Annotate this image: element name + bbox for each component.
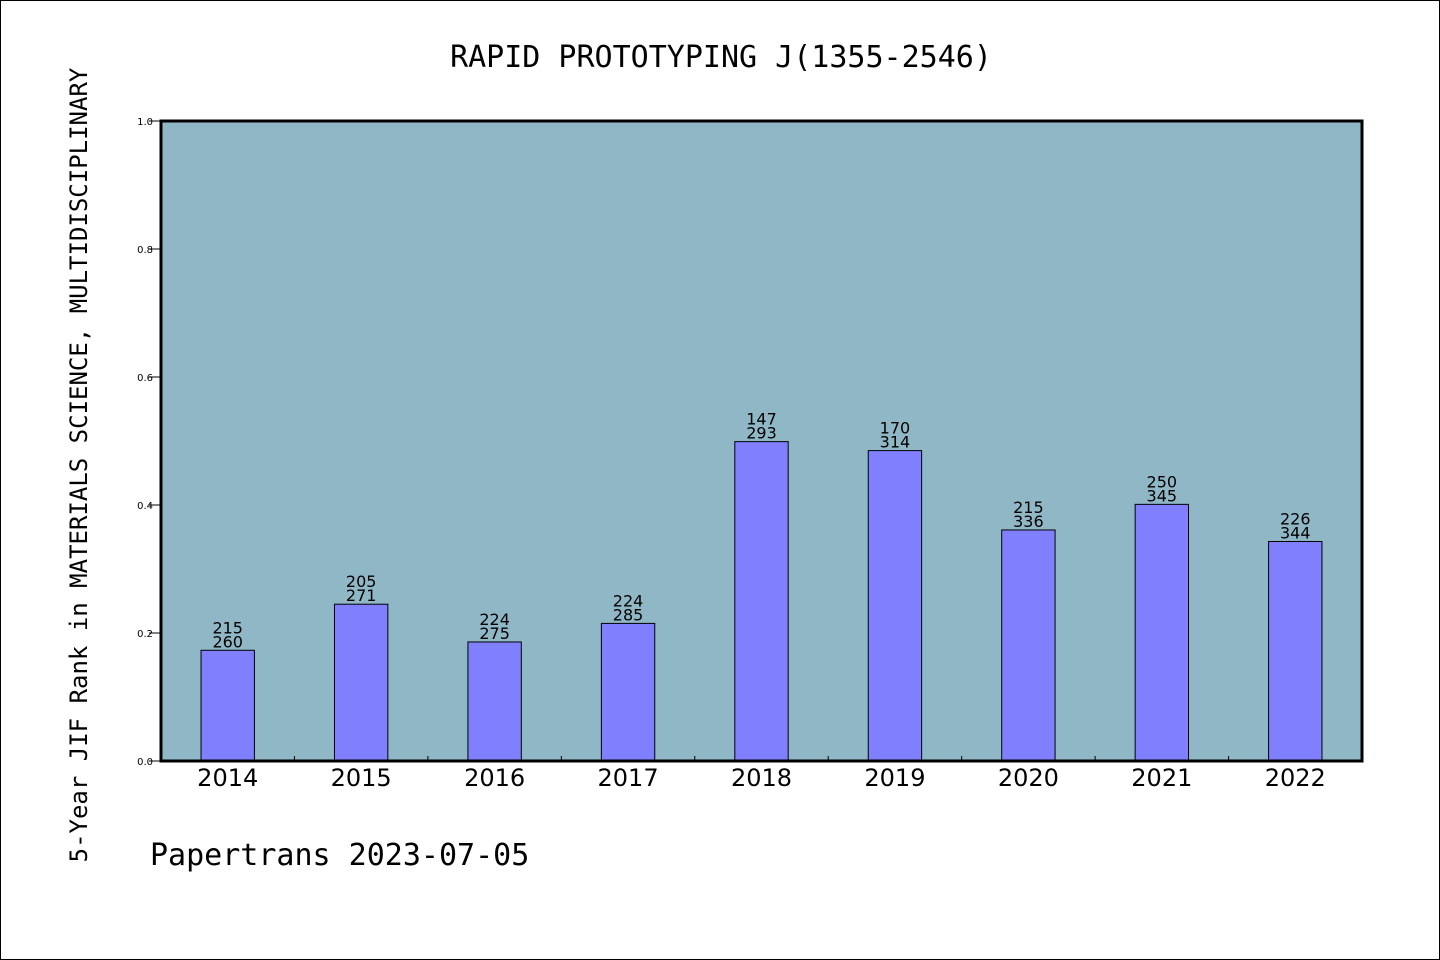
data-label-rank-2021: 250 [1147, 472, 1178, 491]
x-tick-label-2021: 2021 [1131, 764, 1192, 792]
data-label-total-2021: 345 [1147, 486, 1178, 505]
y-tick-label: 0.4 [137, 501, 153, 512]
bar-2014 [200, 649, 255, 762]
bar-2017 [600, 622, 656, 762]
bar-2021 [1134, 503, 1190, 762]
data-label-total-2016: 275 [479, 624, 510, 643]
data-label-rank-2022: 226 [1280, 509, 1311, 528]
bar-2015 [333, 603, 389, 762]
data-label-rank-2018: 147 [746, 410, 777, 429]
x-tick-label-2014: 2014 [197, 764, 258, 792]
data-label-total-2015: 271 [346, 586, 377, 605]
bar-2022 [1268, 540, 1323, 762]
data-label-rank-2016: 224 [479, 610, 510, 629]
data-label-total-2014: 260 [212, 632, 243, 651]
data-label-total-2019: 314 [880, 433, 911, 452]
bar-2019 [867, 450, 923, 762]
bar-2016 [467, 641, 522, 762]
bar-2018 [734, 441, 789, 762]
data-label-rank-2017: 224 [613, 591, 644, 610]
chart-title: RAPID PROTOTYPING J(1355-2546) [450, 40, 992, 75]
x-tick-label-2016: 2016 [464, 764, 525, 792]
y-axis-label: 5-Year JIF Rank in MATERIALS SCIENCE, MU… [65, 67, 93, 862]
data-label-rank-2015: 205 [346, 572, 377, 591]
x-tick-label-2018: 2018 [731, 764, 792, 792]
bar-2020 [1001, 529, 1056, 762]
data-label-total-2022: 344 [1280, 523, 1311, 542]
y-tick-label: 0.6 [137, 373, 153, 384]
y-tick-label: 0.0 [137, 757, 153, 768]
y-tick-label: 0.2 [137, 629, 153, 640]
x-tick-label-2019: 2019 [864, 764, 925, 792]
x-tick-label-2017: 2017 [598, 764, 659, 792]
x-tick-label-2015: 2015 [331, 764, 392, 792]
data-label-total-2020: 336 [1013, 512, 1044, 531]
footer-text: Papertrans 2023-07-05 [150, 838, 529, 873]
y-tick-label: 1.0 [137, 117, 153, 128]
x-tick-label-2022: 2022 [1265, 764, 1326, 792]
y-tick-label: 0.8 [137, 245, 153, 256]
data-label-rank-2020: 215 [1013, 498, 1044, 517]
data-label-rank-2019: 170 [880, 419, 911, 438]
data-label-total-2018: 293 [746, 424, 777, 443]
data-label-rank-2014: 215 [212, 618, 243, 637]
ticks-layer: 2014 2015 2016 2017 2018 2019 2020 2021 2022 0.0 0… [137, 117, 1326, 792]
data-label-total-2017: 285 [613, 605, 644, 624]
plot-border [159, 119, 1364, 763]
x-tick-label-2020: 2020 [998, 764, 1059, 792]
